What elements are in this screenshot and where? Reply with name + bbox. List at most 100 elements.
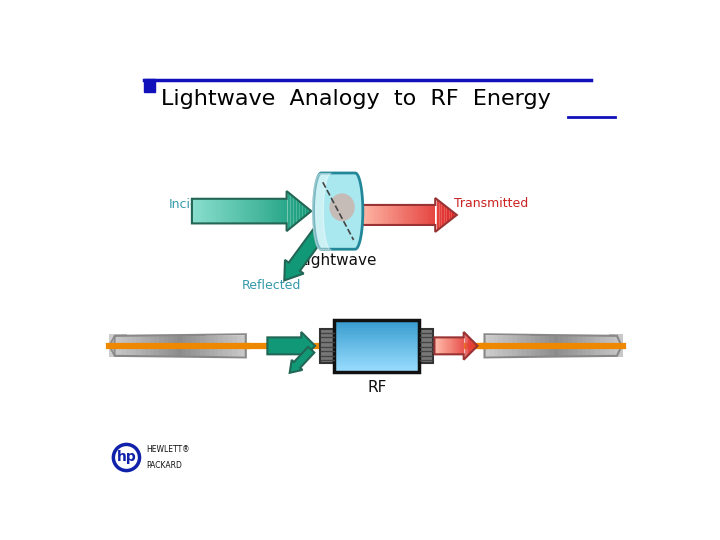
Bar bbox=[535, 335, 540, 356]
Bar bbox=[441, 338, 442, 354]
Bar bbox=[445, 338, 446, 354]
Polygon shape bbox=[475, 343, 477, 348]
Bar bbox=[282, 199, 284, 224]
Bar bbox=[320, 329, 334, 363]
Bar bbox=[261, 199, 264, 224]
Bar bbox=[237, 199, 240, 224]
Bar bbox=[213, 199, 216, 224]
Bar bbox=[334, 325, 419, 327]
Bar bbox=[334, 356, 419, 358]
FancyArrow shape bbox=[284, 219, 332, 280]
Bar bbox=[434, 205, 435, 225]
Bar bbox=[387, 205, 390, 225]
Bar bbox=[334, 334, 419, 335]
Bar bbox=[531, 335, 536, 356]
Bar bbox=[334, 353, 419, 355]
Bar bbox=[154, 335, 159, 357]
Bar bbox=[600, 335, 605, 357]
Bar bbox=[503, 336, 508, 356]
Bar bbox=[444, 338, 445, 354]
Polygon shape bbox=[473, 341, 474, 350]
Bar bbox=[419, 205, 422, 225]
Text: Incident: Incident bbox=[168, 198, 220, 212]
Bar bbox=[407, 205, 409, 225]
Bar bbox=[540, 335, 544, 356]
Bar bbox=[404, 205, 407, 225]
Bar bbox=[595, 335, 600, 357]
Bar bbox=[200, 335, 204, 356]
Bar bbox=[334, 368, 419, 370]
Polygon shape bbox=[472, 340, 473, 351]
Bar bbox=[559, 335, 563, 356]
Bar bbox=[419, 329, 433, 363]
Bar bbox=[424, 205, 427, 225]
Bar bbox=[198, 199, 201, 224]
Text: Reflected: Reflected bbox=[242, 279, 302, 292]
Bar bbox=[377, 205, 379, 225]
Polygon shape bbox=[444, 205, 447, 225]
Bar bbox=[572, 335, 577, 357]
Bar bbox=[390, 205, 392, 225]
Bar bbox=[508, 336, 512, 356]
Text: Lightwave: Lightwave bbox=[299, 253, 377, 268]
Bar bbox=[210, 199, 213, 224]
Bar bbox=[219, 199, 222, 224]
Bar bbox=[334, 337, 419, 339]
Bar bbox=[453, 338, 454, 354]
Bar bbox=[279, 199, 282, 224]
Ellipse shape bbox=[329, 193, 355, 221]
Text: Lightwave  Analogy  to  RF  Energy: Lightwave Analogy to RF Energy bbox=[161, 90, 551, 110]
Bar bbox=[145, 335, 150, 357]
Polygon shape bbox=[451, 211, 454, 219]
Polygon shape bbox=[437, 199, 439, 231]
Bar bbox=[127, 335, 132, 357]
Bar bbox=[177, 335, 182, 356]
Bar bbox=[449, 338, 451, 354]
Bar bbox=[436, 338, 438, 354]
Bar bbox=[460, 338, 462, 354]
Bar bbox=[186, 335, 191, 356]
Bar bbox=[207, 199, 210, 224]
Bar bbox=[384, 205, 387, 225]
Bar bbox=[379, 205, 382, 225]
Bar bbox=[361, 205, 364, 225]
Bar bbox=[334, 360, 419, 362]
Bar bbox=[216, 199, 219, 224]
Bar bbox=[517, 336, 521, 356]
Bar bbox=[258, 199, 261, 224]
Bar bbox=[214, 336, 218, 356]
Polygon shape bbox=[341, 174, 355, 248]
Bar bbox=[554, 335, 559, 356]
Polygon shape bbox=[469, 337, 470, 354]
Text: RF: RF bbox=[367, 381, 387, 395]
Polygon shape bbox=[466, 334, 467, 357]
Bar bbox=[459, 338, 460, 354]
Bar bbox=[334, 363, 419, 365]
Bar bbox=[366, 205, 369, 225]
Polygon shape bbox=[464, 333, 466, 359]
Text: Transmitted: Transmitted bbox=[454, 197, 528, 210]
Bar bbox=[334, 355, 419, 356]
Bar bbox=[284, 199, 287, 224]
Bar bbox=[399, 205, 402, 225]
Bar bbox=[122, 334, 127, 357]
Bar bbox=[334, 339, 419, 341]
Bar bbox=[443, 338, 444, 354]
Bar bbox=[201, 199, 204, 224]
Bar bbox=[590, 335, 595, 357]
Bar bbox=[334, 327, 419, 328]
Bar bbox=[334, 365, 419, 367]
Bar bbox=[521, 335, 526, 356]
Polygon shape bbox=[305, 206, 308, 216]
Bar bbox=[228, 336, 232, 356]
Bar bbox=[113, 334, 118, 357]
Polygon shape bbox=[467, 335, 468, 356]
Bar bbox=[494, 336, 498, 356]
Bar bbox=[109, 334, 113, 357]
Bar bbox=[382, 205, 384, 225]
Bar bbox=[232, 336, 237, 356]
Bar bbox=[434, 338, 436, 354]
Bar bbox=[334, 344, 419, 346]
Bar bbox=[414, 205, 417, 225]
Bar bbox=[182, 335, 186, 356]
